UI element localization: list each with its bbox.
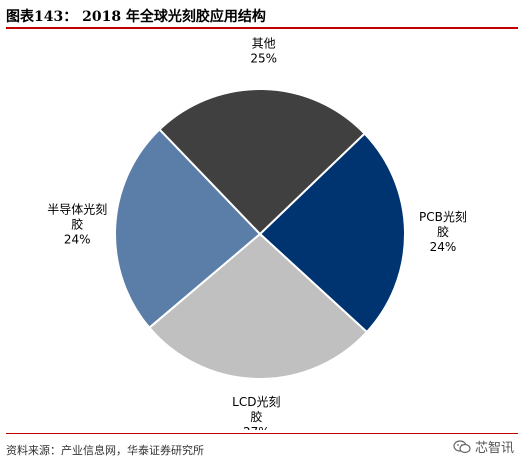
pie-label-text: 半导体光刻 <box>47 203 107 217</box>
pie-slice-lcd <box>147 232 369 380</box>
wechat-icon <box>453 439 471 453</box>
pie-label-text: 胶 <box>437 224 449 239</box>
watermark: 芯智讯 <box>453 437 514 456</box>
figure-header: 图表143： 2018 年全球光刻胶应用结构 <box>6 3 518 29</box>
pie-label-value: 25% <box>250 52 277 66</box>
pie-slice-other <box>158 88 366 236</box>
pie-label-text: 胶 <box>250 409 262 424</box>
pie-label-value: 24% <box>430 240 457 254</box>
pie-label-text: 胶 <box>71 217 83 232</box>
figure-title: 图表143： 2018 年全球光刻胶应用结构 <box>6 9 266 25</box>
pie-label-text: LCD光刻 <box>232 395 280 409</box>
pie-label-lcd: LCD光刻胶27% <box>232 395 280 439</box>
pie-slice-pcb <box>258 132 406 334</box>
watermark-text: 芯智讯 <box>474 441 514 456</box>
pie-slice-semiconductor <box>114 128 262 330</box>
pie-label-value: 27% <box>243 425 270 430</box>
figure-footer: 资料来源：产业信息网，华泰证券研究所 芯智讯 <box>6 433 518 463</box>
pie-label-text: 其他 <box>252 37 276 51</box>
source-note: 资料来源：产业信息网，华泰证券研究所 <box>6 444 204 457</box>
pie-label-text: PCB光刻 <box>419 210 467 224</box>
pie-label-value: 24% <box>64 233 91 247</box>
